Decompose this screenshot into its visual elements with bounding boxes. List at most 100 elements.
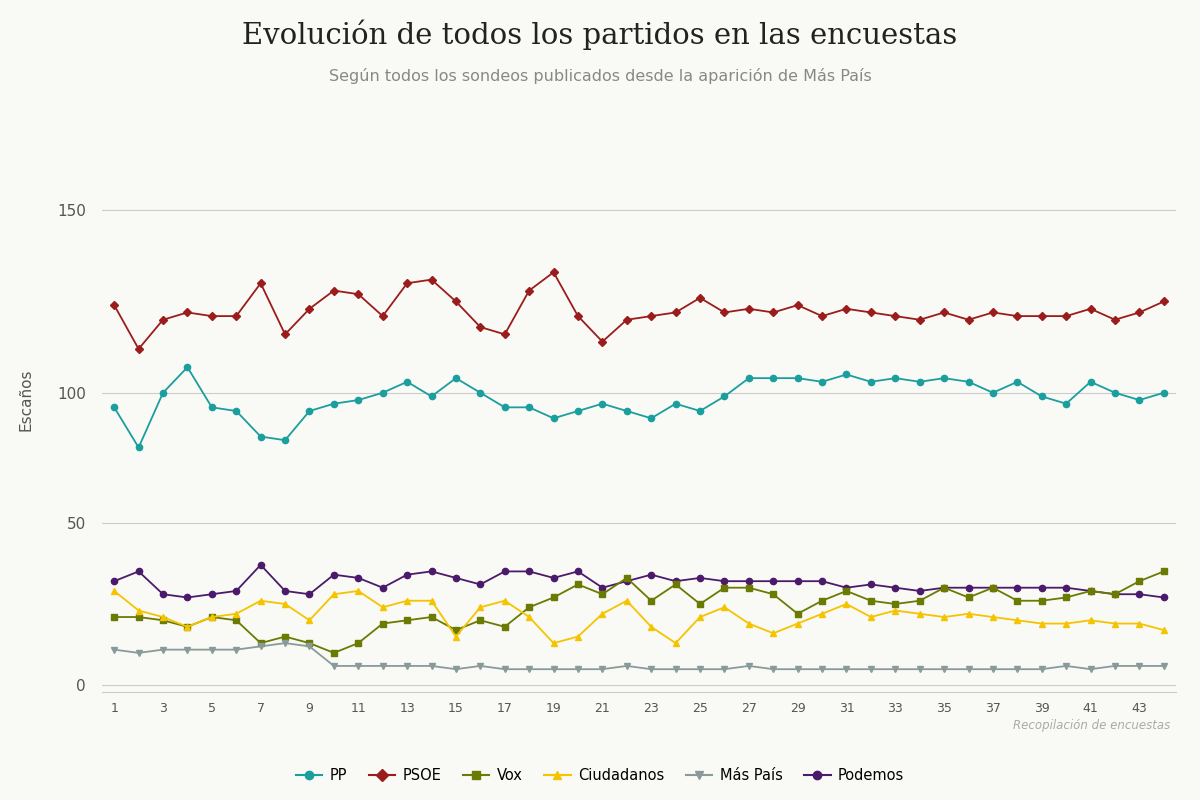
Más País (864, 664, 878, 674)
Vox (766, 590, 780, 599)
PSOE (180, 308, 194, 318)
PSOE (644, 311, 659, 321)
PP (742, 374, 756, 383)
Podemos (985, 583, 1000, 593)
Podemos (644, 570, 659, 579)
Más País (253, 642, 268, 651)
Más País (985, 664, 1000, 674)
PP (1157, 388, 1171, 398)
Más País (1108, 661, 1122, 670)
PSOE (571, 311, 586, 321)
Legend: PP, PSOE, Vox, Ciudadanos, Más País, Podemos: PP, PSOE, Vox, Ciudadanos, Más País, Pod… (290, 762, 910, 789)
PP (1108, 388, 1122, 398)
PP (473, 388, 487, 398)
Ciudadanos (1108, 618, 1122, 628)
Podemos (400, 570, 414, 579)
PSOE (546, 267, 560, 277)
Podemos (1108, 590, 1122, 599)
Más País (400, 661, 414, 670)
Podemos (864, 580, 878, 590)
Vox (1132, 576, 1146, 586)
PSOE (888, 311, 902, 321)
Más País (644, 664, 659, 674)
PP (376, 388, 390, 398)
PP (253, 432, 268, 442)
Podemos (1132, 590, 1146, 599)
Vox (1084, 586, 1098, 596)
PSOE (302, 304, 317, 314)
Ciudadanos (815, 609, 829, 618)
Ciudadanos (668, 638, 683, 648)
Ciudadanos (107, 586, 121, 596)
Ciudadanos (766, 629, 780, 638)
PP (156, 388, 170, 398)
Vox (449, 626, 463, 635)
Podemos (229, 586, 244, 596)
Vox (180, 622, 194, 632)
Ciudadanos (595, 609, 610, 618)
Ciudadanos (718, 602, 732, 612)
Más País (156, 645, 170, 654)
Más País (839, 664, 853, 674)
Podemos (766, 576, 780, 586)
PSOE (400, 278, 414, 288)
Más País (132, 648, 146, 658)
PSOE (1157, 297, 1171, 306)
Line: PSOE: PSOE (112, 269, 1166, 352)
Text: Escaños: Escaños (19, 369, 34, 431)
Ciudadanos (253, 596, 268, 606)
Vox (278, 632, 293, 642)
PSOE (522, 286, 536, 295)
PP (1058, 399, 1073, 409)
Más País (937, 664, 952, 674)
Más País (668, 664, 683, 674)
Vox (985, 583, 1000, 593)
Más País (766, 664, 780, 674)
Vox (961, 593, 976, 602)
Podemos (1157, 593, 1171, 602)
PP (107, 402, 121, 412)
PP (791, 374, 805, 383)
PSOE (473, 322, 487, 332)
Vox (619, 573, 634, 582)
Ciudadanos (326, 590, 341, 599)
PP (912, 377, 926, 386)
PSOE (229, 311, 244, 321)
Vox (425, 612, 439, 622)
Más País (692, 664, 707, 674)
PP (132, 442, 146, 452)
Más País (1132, 661, 1146, 670)
PSOE (619, 315, 634, 325)
Podemos (132, 566, 146, 576)
Vox (107, 612, 121, 622)
Vox (302, 638, 317, 648)
Podemos (473, 580, 487, 590)
Text: Evolución de todos los partidos en las encuestas: Evolución de todos los partidos en las e… (242, 20, 958, 50)
Ciudadanos (546, 638, 560, 648)
Podemos (742, 576, 756, 586)
Podemos (326, 570, 341, 579)
Podemos (888, 583, 902, 593)
Ciudadanos (352, 586, 366, 596)
Ciudadanos (522, 612, 536, 622)
Más País (326, 661, 341, 670)
Vox (864, 596, 878, 606)
Vox (132, 612, 146, 622)
Vox (1157, 566, 1171, 576)
PP (302, 406, 317, 416)
Más País (1157, 661, 1171, 670)
PP (1084, 377, 1098, 386)
PP (425, 391, 439, 401)
PSOE (742, 304, 756, 314)
Podemos (571, 566, 586, 576)
PP (766, 374, 780, 383)
Podemos (180, 593, 194, 602)
Vox (839, 586, 853, 596)
PP (839, 370, 853, 379)
PP (546, 414, 560, 423)
Line: Ciudadanos: Ciudadanos (112, 588, 1166, 646)
Más País (888, 664, 902, 674)
Vox (326, 648, 341, 658)
Ciudadanos (132, 606, 146, 615)
PP (352, 395, 366, 405)
